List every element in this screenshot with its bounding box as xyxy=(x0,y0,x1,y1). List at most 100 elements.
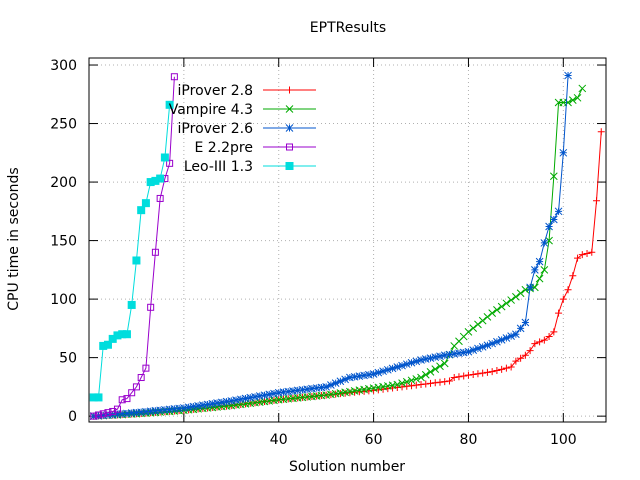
data-point xyxy=(521,351,529,359)
legend-label: iProver 2.8 xyxy=(178,83,253,99)
data-point xyxy=(141,199,150,208)
data-point xyxy=(312,384,321,392)
data-point xyxy=(99,411,108,420)
data-point xyxy=(412,375,421,383)
data-point xyxy=(109,407,117,415)
data-point xyxy=(122,330,131,339)
data-point xyxy=(530,265,539,274)
x-tick-label: 60 xyxy=(365,432,383,448)
data-point xyxy=(407,358,416,367)
data-point xyxy=(540,336,548,344)
data-point xyxy=(194,401,202,410)
data-point xyxy=(118,409,127,418)
data-point xyxy=(151,406,160,415)
data-point xyxy=(232,396,240,404)
data-point xyxy=(156,406,165,415)
data-point xyxy=(94,411,102,419)
data-point xyxy=(426,354,435,362)
data-point xyxy=(478,316,487,325)
data-point xyxy=(383,365,392,374)
data-point xyxy=(540,265,549,274)
data-point xyxy=(137,206,146,215)
data-point xyxy=(464,328,473,336)
data-point xyxy=(203,400,212,409)
data-point xyxy=(251,392,259,401)
data-point xyxy=(123,409,131,418)
data-point xyxy=(364,370,373,379)
data-point xyxy=(350,372,359,381)
data-point xyxy=(317,383,326,392)
data-point xyxy=(469,346,478,354)
data-point xyxy=(431,353,440,362)
data-point xyxy=(127,409,136,417)
legend-marker xyxy=(285,105,294,113)
y-tick-label: 100 xyxy=(50,292,77,308)
legend-label: E 2.2pre xyxy=(194,140,253,156)
data-point xyxy=(464,347,473,356)
data-point xyxy=(574,254,582,262)
legend-entry: Leo-III 1.3 xyxy=(184,159,316,175)
data-point xyxy=(284,387,293,396)
data-point xyxy=(104,411,112,419)
data-point xyxy=(559,295,567,303)
data-point xyxy=(502,334,511,342)
data-point xyxy=(142,407,150,416)
data-point xyxy=(578,84,587,93)
data-point xyxy=(493,367,501,375)
data-point xyxy=(94,411,103,420)
data-point xyxy=(132,383,140,391)
data-point xyxy=(379,367,387,376)
data-point xyxy=(208,399,217,408)
data-point xyxy=(569,272,577,280)
data-point xyxy=(355,372,364,380)
data-point xyxy=(142,364,150,372)
data-point xyxy=(488,368,496,376)
legend-entry: E 2.2pre xyxy=(194,140,316,156)
data-point xyxy=(393,363,402,371)
x-tick-label: 40 xyxy=(270,432,288,448)
series-2 xyxy=(89,71,572,421)
data-point xyxy=(274,388,283,397)
data-point xyxy=(398,379,406,387)
data-point xyxy=(422,380,430,388)
data-point xyxy=(568,96,577,104)
data-point xyxy=(493,306,501,314)
data-point xyxy=(165,405,174,414)
plot-frame xyxy=(88,57,607,423)
series-line xyxy=(93,131,602,417)
data-point xyxy=(441,378,449,386)
data-point xyxy=(213,399,221,407)
data-point xyxy=(146,407,155,416)
data-point xyxy=(474,370,482,378)
data-point xyxy=(555,309,563,317)
y-tick-label: 200 xyxy=(50,175,77,191)
series-4 xyxy=(89,100,174,402)
data-point xyxy=(440,359,449,368)
data-point xyxy=(137,408,146,417)
data-point xyxy=(512,357,520,365)
legend-marker xyxy=(286,86,293,94)
data-point xyxy=(554,207,563,216)
data-point xyxy=(255,392,264,400)
data-point xyxy=(331,379,340,387)
data-point xyxy=(469,324,478,332)
legend-entry: iProver 2.8 xyxy=(178,83,316,99)
data-point xyxy=(564,71,572,80)
data-point xyxy=(507,296,515,304)
data-point xyxy=(512,330,520,339)
data-point xyxy=(336,377,345,386)
data-point xyxy=(341,375,349,384)
legend-label: Leo-III 1.3 xyxy=(184,159,253,175)
data-point xyxy=(564,286,572,294)
data-point xyxy=(246,393,255,402)
data-point xyxy=(478,343,487,351)
data-point xyxy=(189,402,198,411)
data-point xyxy=(516,324,525,333)
y-axis-title: CPU time in seconds xyxy=(6,167,22,310)
legend-entry: iProver 2.6 xyxy=(178,121,316,137)
data-point xyxy=(536,338,544,346)
data-point xyxy=(474,344,482,353)
data-point xyxy=(431,365,440,373)
data-point xyxy=(535,274,544,283)
